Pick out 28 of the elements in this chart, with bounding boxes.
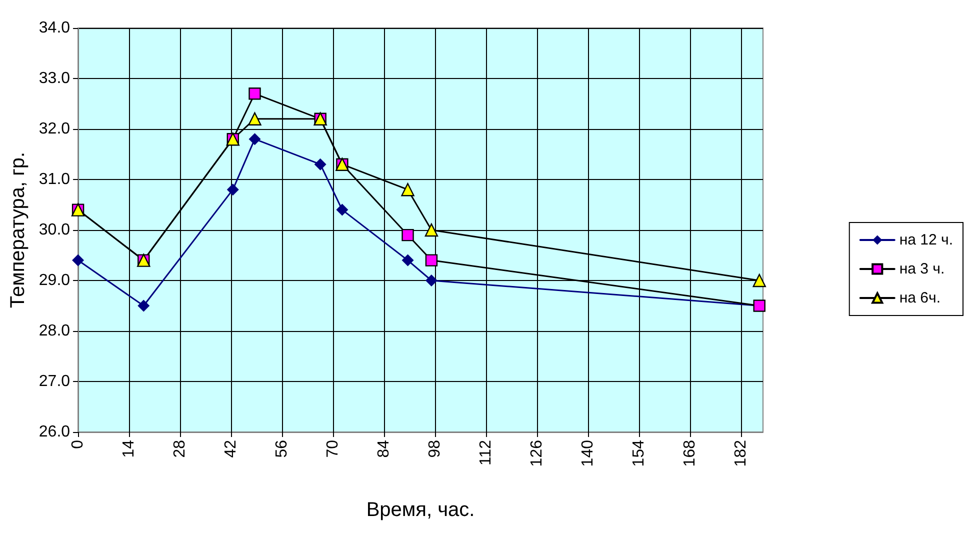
y-tick-label: 28.0 — [38, 322, 70, 340]
legend-label: на 6ч. — [899, 290, 940, 306]
y-tick-label: 26.0 — [38, 424, 70, 440]
y-tick-label: 27.0 — [38, 373, 70, 390]
x-tick-label: 112 — [478, 440, 495, 466]
x-axis-title: Время, час. — [366, 499, 475, 521]
x-tick-label: 0 — [70, 440, 87, 449]
x-tick-label: 140 — [580, 440, 597, 467]
x-tick-label: 84 — [376, 440, 393, 458]
legend-label: на 12 ч. — [899, 232, 954, 248]
x-tick-label: 70 — [324, 440, 342, 458]
x-tick-label: 182 — [732, 440, 750, 467]
x-tick-label: 168 — [682, 440, 699, 467]
legend-label: на 3 ч. — [899, 260, 945, 278]
x-tick-label: 28 — [172, 440, 189, 458]
y-tick-label: 34.0 — [38, 20, 70, 36]
x-tick-label: 14 — [120, 440, 138, 458]
y-tick-label: 31.0 — [38, 171, 70, 188]
y-tick-label: 30.0 — [38, 222, 70, 238]
y-tick-label: 29.0 — [38, 272, 70, 289]
x-tick-label: 56 — [274, 440, 291, 458]
y-tick-label: 32.0 — [38, 120, 70, 138]
x-tick-label: 126 — [528, 440, 546, 467]
x-tick-label: 154 — [630, 440, 648, 467]
x-tick-label: 98 — [426, 440, 444, 458]
x-tick-label: 42 — [222, 440, 240, 458]
y-axis-title: Температура, гр. — [7, 152, 29, 308]
y-tick-label: 33.0 — [38, 70, 70, 87]
